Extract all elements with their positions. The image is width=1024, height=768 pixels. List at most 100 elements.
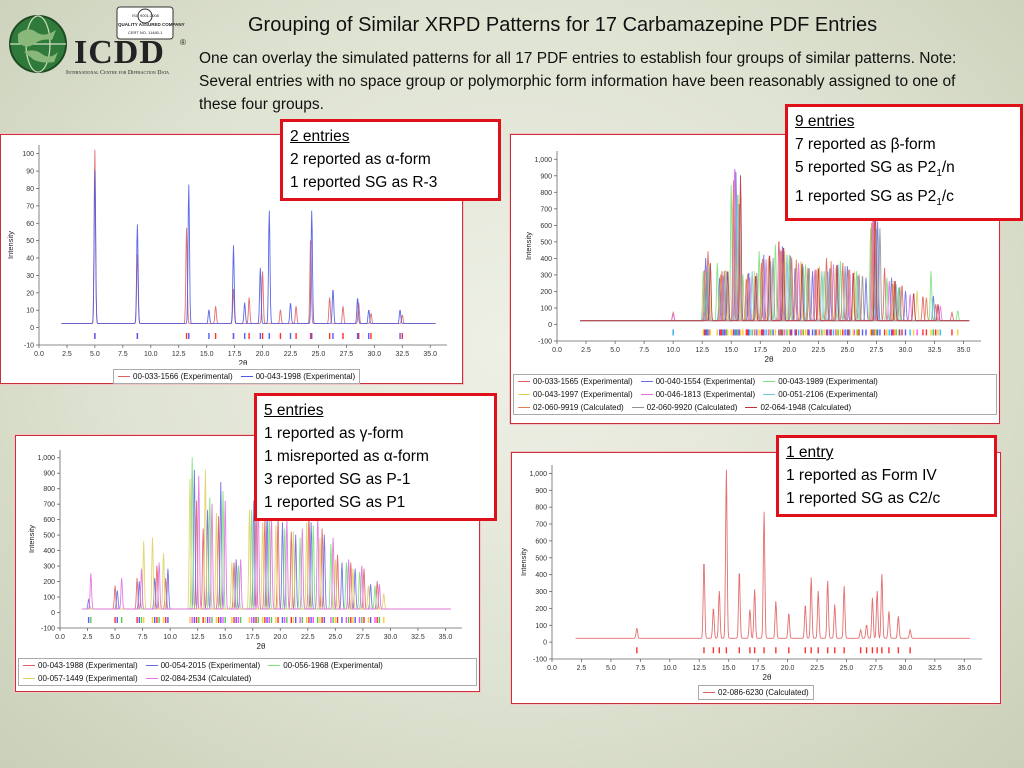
y-tick-label: 0 (543, 640, 547, 647)
y-tick-label: 700 (540, 206, 552, 213)
legend-swatch (640, 394, 653, 395)
y-tick-label: 50 (26, 238, 34, 245)
legend-label: 02-064-1948 (Calculated) (760, 403, 852, 412)
note-1-line-1: 2 reported as α-form (290, 151, 431, 168)
x-tick-label: 0.0 (547, 665, 557, 672)
legend-swatch (145, 678, 158, 679)
note-3-head: 5 entries (264, 402, 324, 419)
x-tick-label: 35.0 (423, 351, 437, 358)
note-form-iv-group: 1 entry 1 reported as Form IV 1 reported… (776, 435, 997, 517)
legend-swatch (763, 381, 776, 382)
x-tick-label: 20.0 (256, 351, 270, 358)
legend-swatch (745, 407, 758, 408)
x-tick-label: 5.0 (90, 351, 100, 358)
y-tick-label: 900 (43, 471, 55, 478)
y-tick-label: 600 (43, 517, 55, 524)
icdd-brand: ICDD (74, 34, 165, 71)
legend-label: 00-051-2106 (Experimental) (778, 390, 878, 399)
legend-swatch (703, 692, 715, 693)
legend-label: 00-040-1554 (Experimental) (655, 377, 756, 386)
note-4-line-2: 1 reported SG as C2/c (786, 490, 941, 507)
y-tick-label: 200 (535, 606, 547, 613)
x-tick-label: 15.0 (724, 347, 738, 354)
note-2-head: 9 entries (795, 113, 855, 130)
x-tick-label: 32.5 (411, 634, 425, 641)
note-beta-group: 9 entries 7 reported as β-form 5 reporte… (785, 104, 1023, 222)
x-tick-label: 25.0 (312, 351, 326, 358)
y-tick-label: 1,000 (529, 471, 547, 478)
legend-item: 00-033-1565 (Experimental) (518, 377, 633, 386)
y-tick-label: 0 (30, 325, 34, 332)
y-tick-label: 800 (535, 505, 547, 512)
y-tick-label: 300 (43, 564, 55, 571)
x-axis-label: 2θ (765, 355, 774, 364)
iso-badge-icon (116, 6, 174, 40)
series-line (61, 170, 436, 325)
x-axis-label: 2θ (257, 642, 266, 651)
y-tick-label: 500 (540, 239, 552, 246)
intro-text: One can overlay the simulated patterns f… (199, 50, 957, 113)
x-tick-label: 7.5 (138, 634, 148, 641)
x-tick-label: 22.5 (812, 347, 826, 354)
x-tick-label: 17.5 (751, 665, 765, 672)
y-tick-label: 900 (540, 173, 552, 180)
x-tick-label: 20.0 (273, 634, 287, 641)
note-4-head: 1 entry (786, 444, 834, 461)
legend-label: 00-056-1968 (Experimental) (283, 661, 383, 670)
y-tick-label: 800 (43, 486, 55, 493)
y-tick-label: 900 (535, 488, 547, 495)
chart-1: -10 0 10 20 30 40 50 60 70 80 90 100 0.0 2.5 5.0 7.5 10.… (6, 145, 447, 365)
x-tick-label: 17.5 (246, 634, 260, 641)
x-tick-label: 12.5 (695, 347, 709, 354)
legend-item: 00-056-1968 (Experimental) (268, 661, 383, 670)
y-tick-label: 30 (26, 273, 34, 280)
chart-panel-2: -100 0 100 200 300 400 500 600 700 800 900 1,000 0.0… (510, 134, 1000, 424)
y-tick-label: 60 (26, 221, 34, 228)
y-tick-label: 1,000 (534, 157, 552, 164)
x-tick-label: 0.0 (55, 634, 65, 641)
y-tick-label: 100 (22, 151, 34, 158)
y-tick-label: -100 (538, 339, 552, 346)
chart-2-legend: 00-033-1565 (Experimental) 00-040-1554 (E… (513, 374, 997, 415)
x-tick-label: 25.0 (841, 347, 855, 354)
legend-label: 00-057-1449 (Experimental) (38, 674, 138, 683)
legend-swatch (240, 376, 253, 377)
x-tick-label: 5.0 (110, 634, 120, 641)
x-tick-label: 10.0 (144, 351, 158, 358)
x-tick-label: 30.0 (899, 347, 913, 354)
x-tick-label: 12.5 (692, 665, 706, 672)
x-tick-label: 25.0 (840, 665, 854, 672)
x-tick-label: 27.5 (869, 665, 883, 672)
x-tick-label: 12.5 (172, 351, 186, 358)
legend-item: 00-040-1554 (Experimental) (640, 377, 756, 386)
series-line (580, 175, 970, 322)
x-axis-label: 2θ (239, 359, 248, 365)
legend-label: 00-033-1565 (Experimental) (533, 377, 633, 386)
note-1-line-2: 1 reported SG as R-3 (290, 174, 438, 191)
legend-swatch (518, 381, 530, 382)
y-tick-label: 500 (535, 555, 547, 562)
legend-label: 00-033-1566 (Experimental) (133, 372, 233, 381)
legend-label: 00-046-1813 (Experimental) (655, 390, 756, 399)
x-tick-label: 5.0 (610, 347, 620, 354)
legend-label: 02-060-9919 (Calculated) (533, 403, 624, 412)
y-axis-label: Intensity (27, 525, 36, 553)
y-tick-label: 600 (540, 223, 552, 230)
legend-swatch (23, 665, 35, 666)
legend-item: 00-057-1449 (Experimental) (23, 674, 138, 683)
y-tick-label: 70 (26, 203, 34, 210)
y-tick-label: 80 (26, 186, 34, 193)
legend-item: 00-043-1998 (Experimental) (240, 372, 355, 381)
series-line (575, 469, 970, 639)
x-tick-label: 17.5 (228, 351, 242, 358)
legend-swatch (23, 678, 35, 679)
legend-item: 02-060-9920 (Calculated) (631, 403, 737, 412)
iso-badge-mid: ISO 9001:2008 (132, 13, 159, 18)
iso-badge-bottom: CERT NO. 11480-1 (128, 30, 163, 35)
legend-label: 00-043-1997 (Experimental) (533, 390, 633, 399)
note-2-line-1: 7 reported as β-form (795, 136, 936, 153)
legend-label: 00-054-2015 (Experimental) (160, 661, 261, 670)
x-tick-label: 32.5 (395, 351, 409, 358)
legend-item: 00-033-1566 (Experimental) (118, 372, 233, 381)
legend-label: 00-043-1988 (Experimental) (38, 661, 138, 670)
